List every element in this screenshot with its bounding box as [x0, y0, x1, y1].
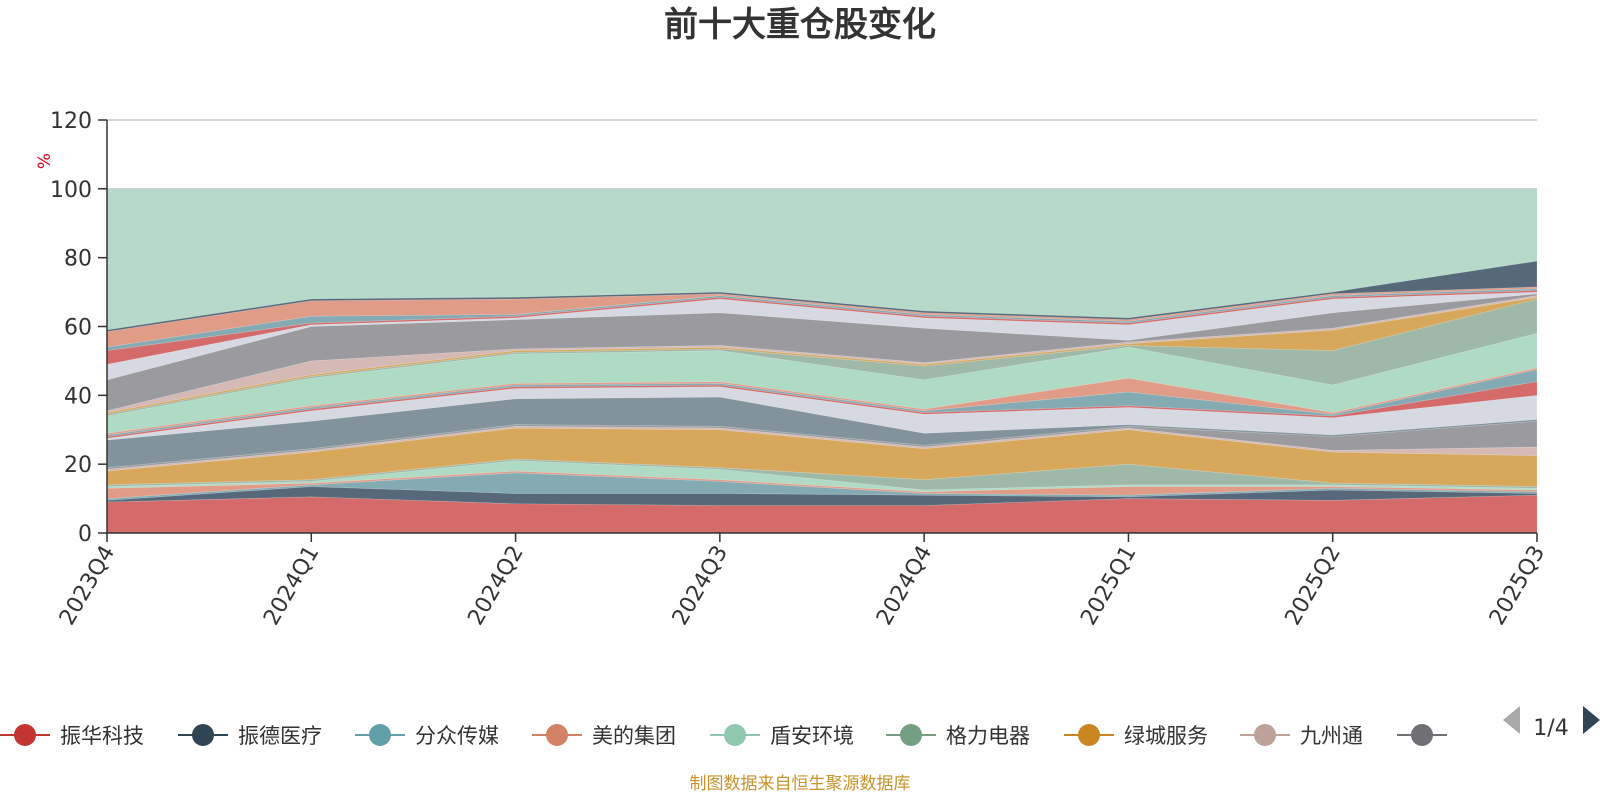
area-series-21[interactable]: [106, 290, 1538, 365]
y-tick-label: 40: [64, 384, 92, 409]
legend-marker-icon: [546, 724, 568, 746]
legend[interactable]: 振华科技 振德医疗 分众传媒 美的集团 盾安环境 格力电器 绿城服务 九州通 明泰铝业 1/4: [0, 706, 1600, 748]
legend-label: 盾安环境: [770, 724, 854, 748]
y-tick-label: 80: [64, 247, 92, 272]
area-series-20[interactable]: [106, 291, 1538, 381]
legend-marker-icon: [192, 724, 214, 746]
legend-prev-page-icon[interactable]: [1503, 706, 1520, 734]
legend-item[interactable]: 盾安环境: [710, 724, 854, 748]
x-tick-label: 2024Q3: [668, 542, 733, 630]
legend-page-indicator: 1/4: [1533, 716, 1568, 741]
legend-label: 绿城服务: [1124, 724, 1208, 748]
y-tick-label: 100: [50, 178, 92, 203]
area-series-16[interactable]: [106, 298, 1538, 417]
area-series-15[interactable]: [106, 332, 1538, 434]
legend-items[interactable]: 振华科技 振德医疗 分众传媒 美的集团 盾安环境 格力电器 绿城服务 九州通 明泰铝业: [0, 724, 1541, 748]
area-series-2[interactable]: [106, 486, 1538, 506]
legend-item[interactable]: 美的集团: [532, 724, 676, 748]
x-tick-label: 2024Q2: [463, 542, 528, 630]
area-series-13[interactable]: [106, 369, 1538, 437]
y-tick-label: 120: [50, 109, 92, 134]
legend-item[interactable]: 九州通: [1240, 724, 1363, 748]
x-tick-label: 2023Q4: [55, 542, 120, 630]
legend-marker-icon: [724, 724, 746, 746]
legend-item[interactable]: 振华科技: [0, 724, 144, 748]
legend-label: 分众传媒: [415, 724, 499, 748]
legend-marker-icon: [1078, 724, 1100, 746]
legend-item[interactable]: 振德医疗: [178, 724, 322, 748]
legend-marker-icon: [1254, 724, 1276, 746]
y-axis-ticks: 0 20 40 60 80 100 120: [50, 109, 107, 547]
area-series-24[interactable]: [106, 260, 1538, 333]
legend-marker-icon: [900, 724, 922, 746]
legend-marker-icon: [369, 724, 391, 746]
legend-label: 振华科技: [60, 724, 144, 748]
x-tick-label: 2024Q1: [259, 542, 324, 630]
y-tick-label: 20: [64, 453, 92, 478]
legend-label: 九州通: [1300, 724, 1363, 748]
legend-item[interactable]: 格力电器: [886, 724, 1030, 748]
legend-item[interactable]: 分众传媒: [355, 724, 499, 748]
chart-title: 前十大重仓股变化: [664, 5, 936, 45]
area-series-17[interactable]: [106, 296, 1538, 415]
legend-item[interactable]: 绿城服务: [1064, 724, 1208, 748]
y-tick-label: 0: [78, 522, 92, 547]
legend-marker-icon: [14, 724, 36, 746]
legend-item[interactable]: 明泰铝业: [1397, 724, 1541, 748]
y-axis-unit: %: [35, 153, 55, 169]
legend-label: 明泰铝业: [1457, 724, 1541, 748]
legend-label: 振德医疗: [238, 724, 322, 748]
legend-label: 美的集团: [592, 724, 676, 748]
x-tick-label: 2025Q1: [1076, 542, 1141, 630]
legend-label: 格力电器: [946, 724, 1030, 748]
y-tick-label: 60: [64, 316, 92, 341]
x-tick-label: 2025Q3: [1485, 542, 1550, 630]
data-source-note: 制图数据来自恒生聚源数据库: [690, 774, 911, 794]
legend-next-page-icon[interactable]: [1583, 706, 1600, 734]
stacked-areas[interactable]: [106, 188, 1538, 534]
x-tick-label: 2024Q4: [872, 542, 937, 630]
area-series-14[interactable]: [106, 367, 1538, 436]
x-tick-label: 2025Q2: [1281, 542, 1346, 630]
x-axis-ticks: 2023Q4 2024Q1 2024Q2 2024Q3 2024Q4 2025Q1 2025…: [55, 533, 1550, 630]
legend-marker-icon: [1411, 724, 1433, 746]
area-series-3[interactable]: [106, 472, 1538, 501]
